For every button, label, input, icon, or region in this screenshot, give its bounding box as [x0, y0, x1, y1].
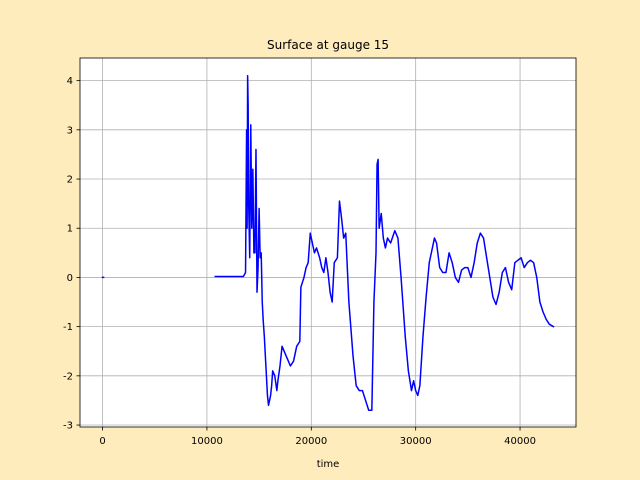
x-axis-label: time — [317, 459, 340, 470]
grid — [80, 58, 576, 427]
axes-frame — [79, 57, 577, 428]
x-tick-label: 0 — [99, 436, 105, 447]
y-tick-label: 1 — [67, 224, 73, 235]
y-tick-label: 0 — [67, 273, 73, 284]
data-line — [101, 74, 555, 412]
y-tick-label: -3 — [63, 421, 73, 432]
x-tick-label: 40000 — [504, 436, 536, 447]
x-tick-label: 20000 — [295, 436, 327, 447]
x-tick-label: 30000 — [400, 436, 432, 447]
y-tick-label: -1 — [63, 322, 73, 333]
x-tick-label: 10000 — [191, 436, 223, 447]
chart-title: Surface at gauge 15 — [267, 38, 389, 52]
plot — [101, 74, 555, 412]
y-tick-label: 2 — [67, 175, 73, 186]
y-tick-label: 3 — [67, 125, 73, 136]
y-tick-label: -2 — [63, 371, 73, 382]
plot-area — [80, 58, 576, 427]
y-tick-label: 4 — [67, 76, 73, 87]
